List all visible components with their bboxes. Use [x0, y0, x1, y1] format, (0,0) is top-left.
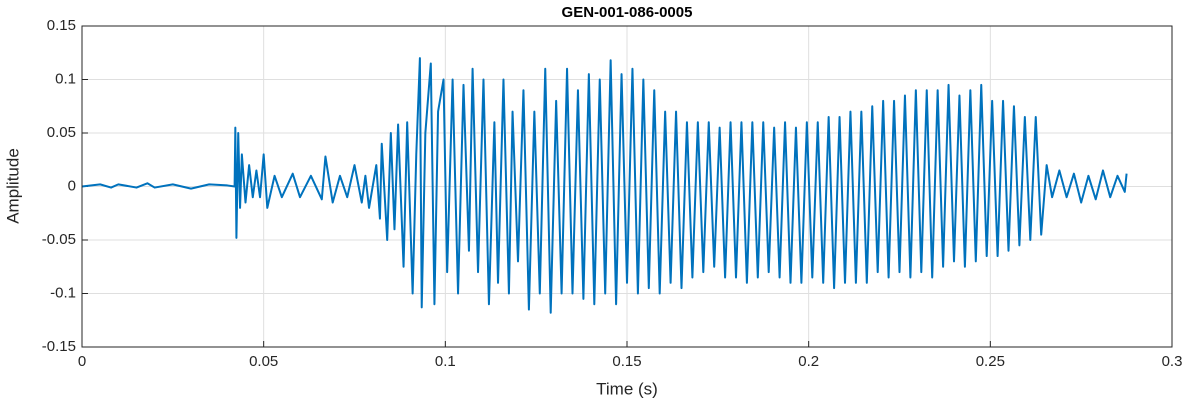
- axes-box: [81, 25, 1173, 348]
- x-tick-label: 0.3: [1162, 353, 1183, 370]
- x-tick-label: 0.15: [612, 353, 641, 370]
- x-tick-label: 0.1: [435, 353, 456, 370]
- chart-title: GEN-001-086-0005: [562, 4, 693, 21]
- y-axis-label: Amplitude: [3, 148, 22, 224]
- y-tick-label: 0.15: [47, 17, 76, 34]
- y-tick-label: 0.05: [47, 124, 76, 141]
- y-tick-label: -0.05: [42, 231, 76, 248]
- y-tick-label: 0: [68, 177, 76, 194]
- y-tick-label: -0.1: [50, 284, 76, 301]
- y-tick-label: -0.15: [42, 338, 76, 355]
- y-tick-label: 0.1: [55, 70, 76, 87]
- x-tick-label: 0: [78, 353, 86, 370]
- x-tick-label: 0.25: [976, 353, 1005, 370]
- x-tick-label: 0.2: [798, 353, 819, 370]
- x-axis-label: Time (s): [596, 379, 658, 398]
- x-tick-label: 0.05: [249, 353, 278, 370]
- waveform-line: [81, 57, 1128, 314]
